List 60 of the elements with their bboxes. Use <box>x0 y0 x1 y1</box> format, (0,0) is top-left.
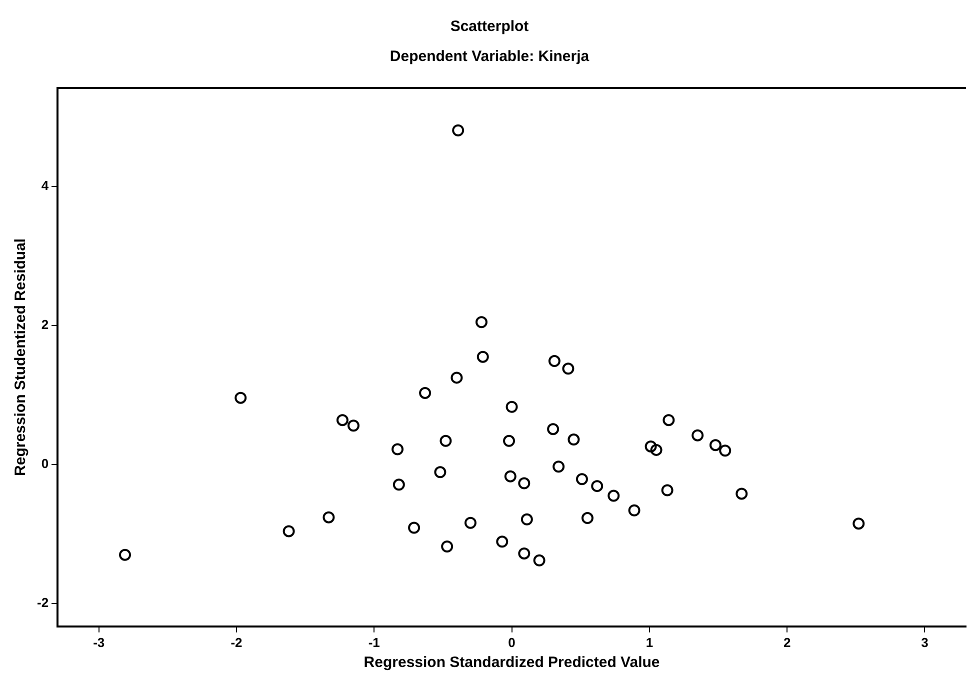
point <box>450 372 463 384</box>
point <box>548 355 560 368</box>
point <box>408 522 420 534</box>
x-tick-label: 1 <box>646 634 654 650</box>
point <box>464 516 476 529</box>
x-tick-label: -2 <box>230 634 242 650</box>
point <box>692 429 704 442</box>
point <box>518 477 530 490</box>
point <box>504 470 516 482</box>
point <box>503 434 516 447</box>
x-tick-label: -3 <box>93 634 105 650</box>
point <box>441 540 454 553</box>
point <box>336 414 348 426</box>
point <box>520 513 533 526</box>
y-tick-label: 0 <box>41 456 49 472</box>
point <box>661 484 674 496</box>
point <box>581 512 594 524</box>
point <box>419 386 432 399</box>
x-tick-label: 0 <box>508 634 516 650</box>
point <box>434 466 446 478</box>
point <box>476 316 488 328</box>
point <box>392 443 404 456</box>
point <box>119 548 132 561</box>
point <box>662 414 675 426</box>
point <box>476 350 489 363</box>
chart-title: Scatterplot <box>450 18 529 36</box>
point <box>576 473 588 486</box>
point <box>650 444 662 456</box>
x-tick-label: 2 <box>783 634 791 650</box>
point <box>322 511 335 524</box>
point <box>736 488 748 500</box>
point <box>452 124 464 136</box>
point <box>282 525 295 538</box>
point <box>440 434 452 447</box>
point <box>234 392 247 404</box>
point <box>608 490 620 502</box>
x-tick-label: -1 <box>368 634 380 650</box>
x-axis-title: Regression Standardized Predicted Value <box>364 654 660 672</box>
point <box>644 440 657 452</box>
point <box>506 400 518 413</box>
point <box>562 362 574 375</box>
y-tick-label: 2 <box>41 317 49 332</box>
point <box>852 518 865 530</box>
point <box>552 460 565 473</box>
point <box>347 420 360 432</box>
point <box>628 504 640 516</box>
point <box>496 536 508 548</box>
y-tick-label: -2 <box>36 595 49 610</box>
point <box>709 439 722 452</box>
point <box>547 423 560 436</box>
y-tick-label: 4 <box>41 178 50 194</box>
x-tick-label: 3 <box>921 634 928 650</box>
point <box>719 444 732 457</box>
point <box>518 547 530 560</box>
point <box>392 478 405 491</box>
chart-subtitle: Dependent Variable: Kinerja <box>390 48 590 66</box>
point <box>591 480 604 492</box>
y-axis-title: Regression Studentized Residual <box>12 238 30 476</box>
point <box>533 554 546 566</box>
point <box>568 434 580 446</box>
